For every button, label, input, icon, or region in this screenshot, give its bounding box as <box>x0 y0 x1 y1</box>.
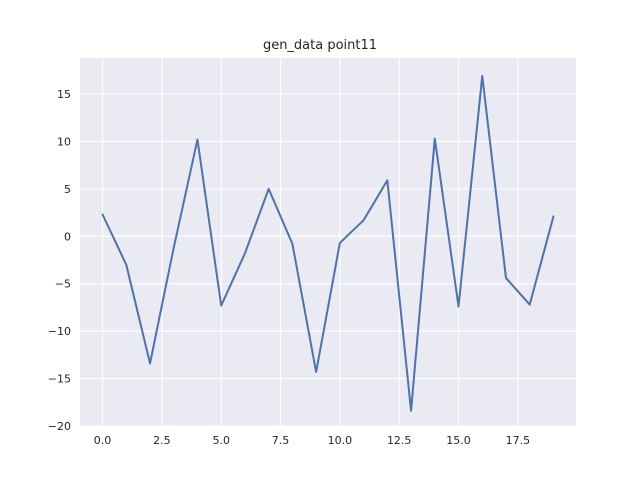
y-tick-label: 10 <box>57 135 71 148</box>
y-tick-label: −15 <box>48 373 71 386</box>
x-tick-label: 15.0 <box>446 434 471 447</box>
x-tick-label: 5.0 <box>212 434 230 447</box>
grid-lines <box>80 58 576 427</box>
y-tick-label: 0 <box>64 230 71 243</box>
y-tick-label: 5 <box>64 183 71 196</box>
y-tick-label: 15 <box>57 88 71 101</box>
y-tick-label: −10 <box>48 325 71 338</box>
y-axis: −20 −15 −10 −5 0 5 10 15 <box>48 88 71 433</box>
series-line <box>101 75 555 412</box>
x-tick-label: 0.0 <box>94 434 112 447</box>
x-tick-label: 7.5 <box>272 434 290 447</box>
x-axis: 0.0 2.5 5.0 7.5 10.0 12.5 15.0 17.5 <box>94 434 530 447</box>
series-layer <box>101 75 555 412</box>
plot-area <box>80 58 576 426</box>
y-tick-label: −20 <box>48 420 71 433</box>
x-tick-label: 2.5 <box>153 434 171 447</box>
x-tick-label: 17.5 <box>506 434 531 447</box>
x-tick-label: 10.0 <box>328 434 353 447</box>
chart-title: gen_data point11 <box>263 38 377 53</box>
y-tick-label: −5 <box>55 278 71 291</box>
x-tick-label: 12.5 <box>387 434 412 447</box>
